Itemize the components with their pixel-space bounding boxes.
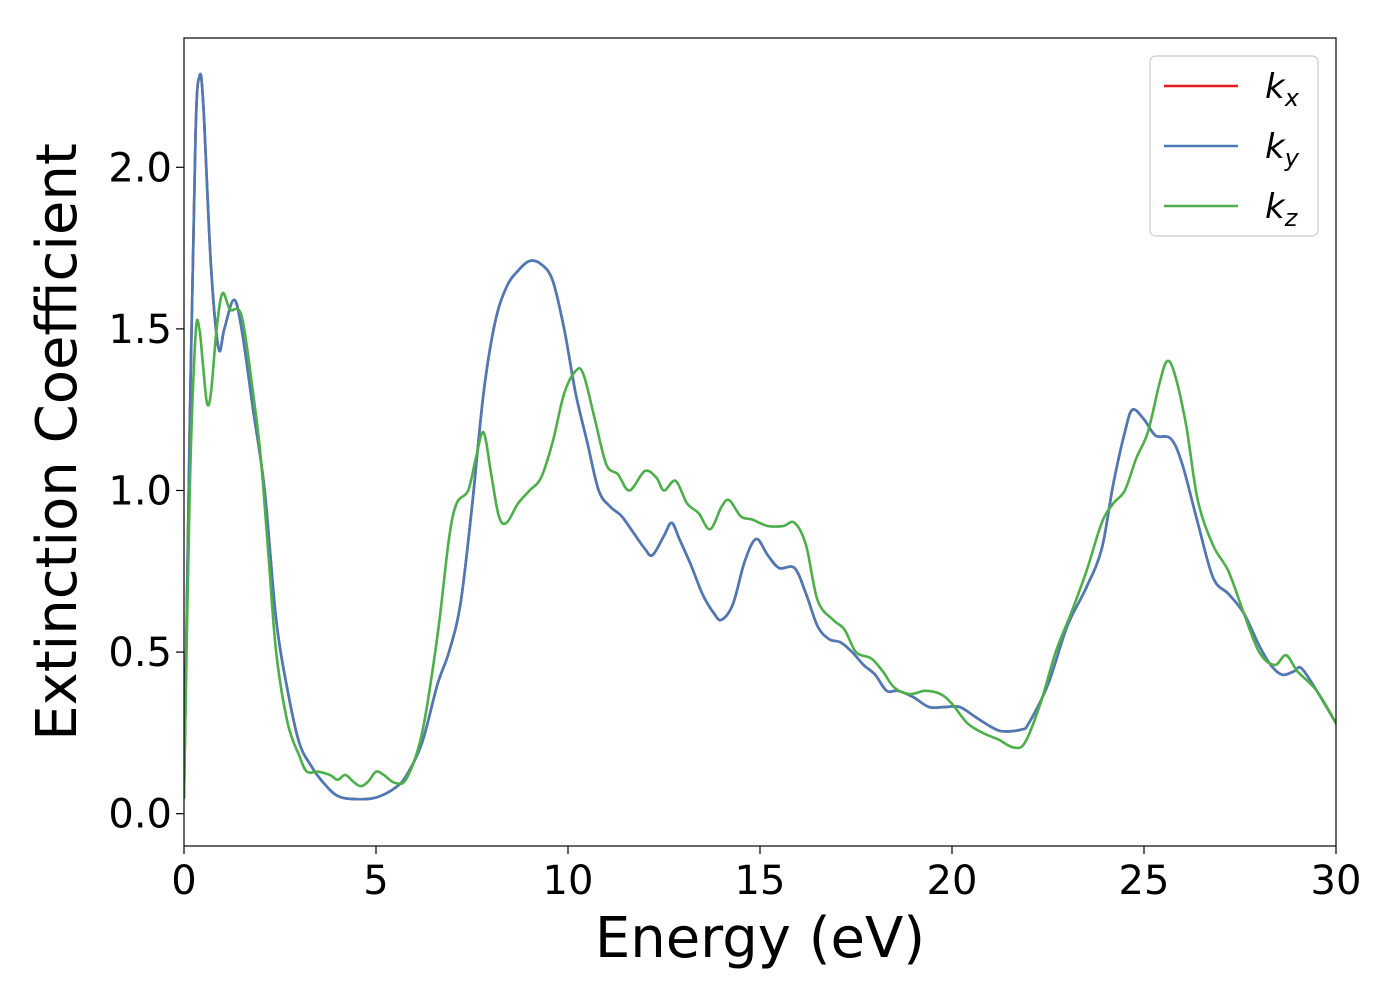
x-axis-ticks: 0 5 10 15 20 25 30 [171,846,1361,904]
series-line-ky [184,72,1336,801]
x-tick-label: 20 [927,858,978,904]
x-axis-title: Energy (eV) [595,906,925,971]
y-tick-label: 0.5 [108,630,172,676]
legend-label-kx: kx [1265,67,1300,112]
x-tick-label: 0 [171,858,196,904]
y-axis-ticks: 0.0 0.5 1.0 1.5 2.0 [108,145,184,838]
y-tick-label: 1.5 [108,307,172,353]
x-tick-label: 5 [363,858,388,904]
x-tick-label: 30 [1311,858,1362,904]
x-tick-label: 15 [735,858,786,904]
legend-label-ky: ky [1265,127,1300,172]
y-tick-label: 0.0 [108,792,172,838]
x-tick-label: 25 [1119,858,1170,904]
y-tick-label: 1.0 [108,468,172,514]
y-tick-label: 2.0 [108,145,172,191]
x-tick-label: 10 [543,858,594,904]
series-line-kz [184,291,1336,799]
series-layer [184,72,1336,801]
y-axis-title: Extinction Coefficient [25,143,90,741]
